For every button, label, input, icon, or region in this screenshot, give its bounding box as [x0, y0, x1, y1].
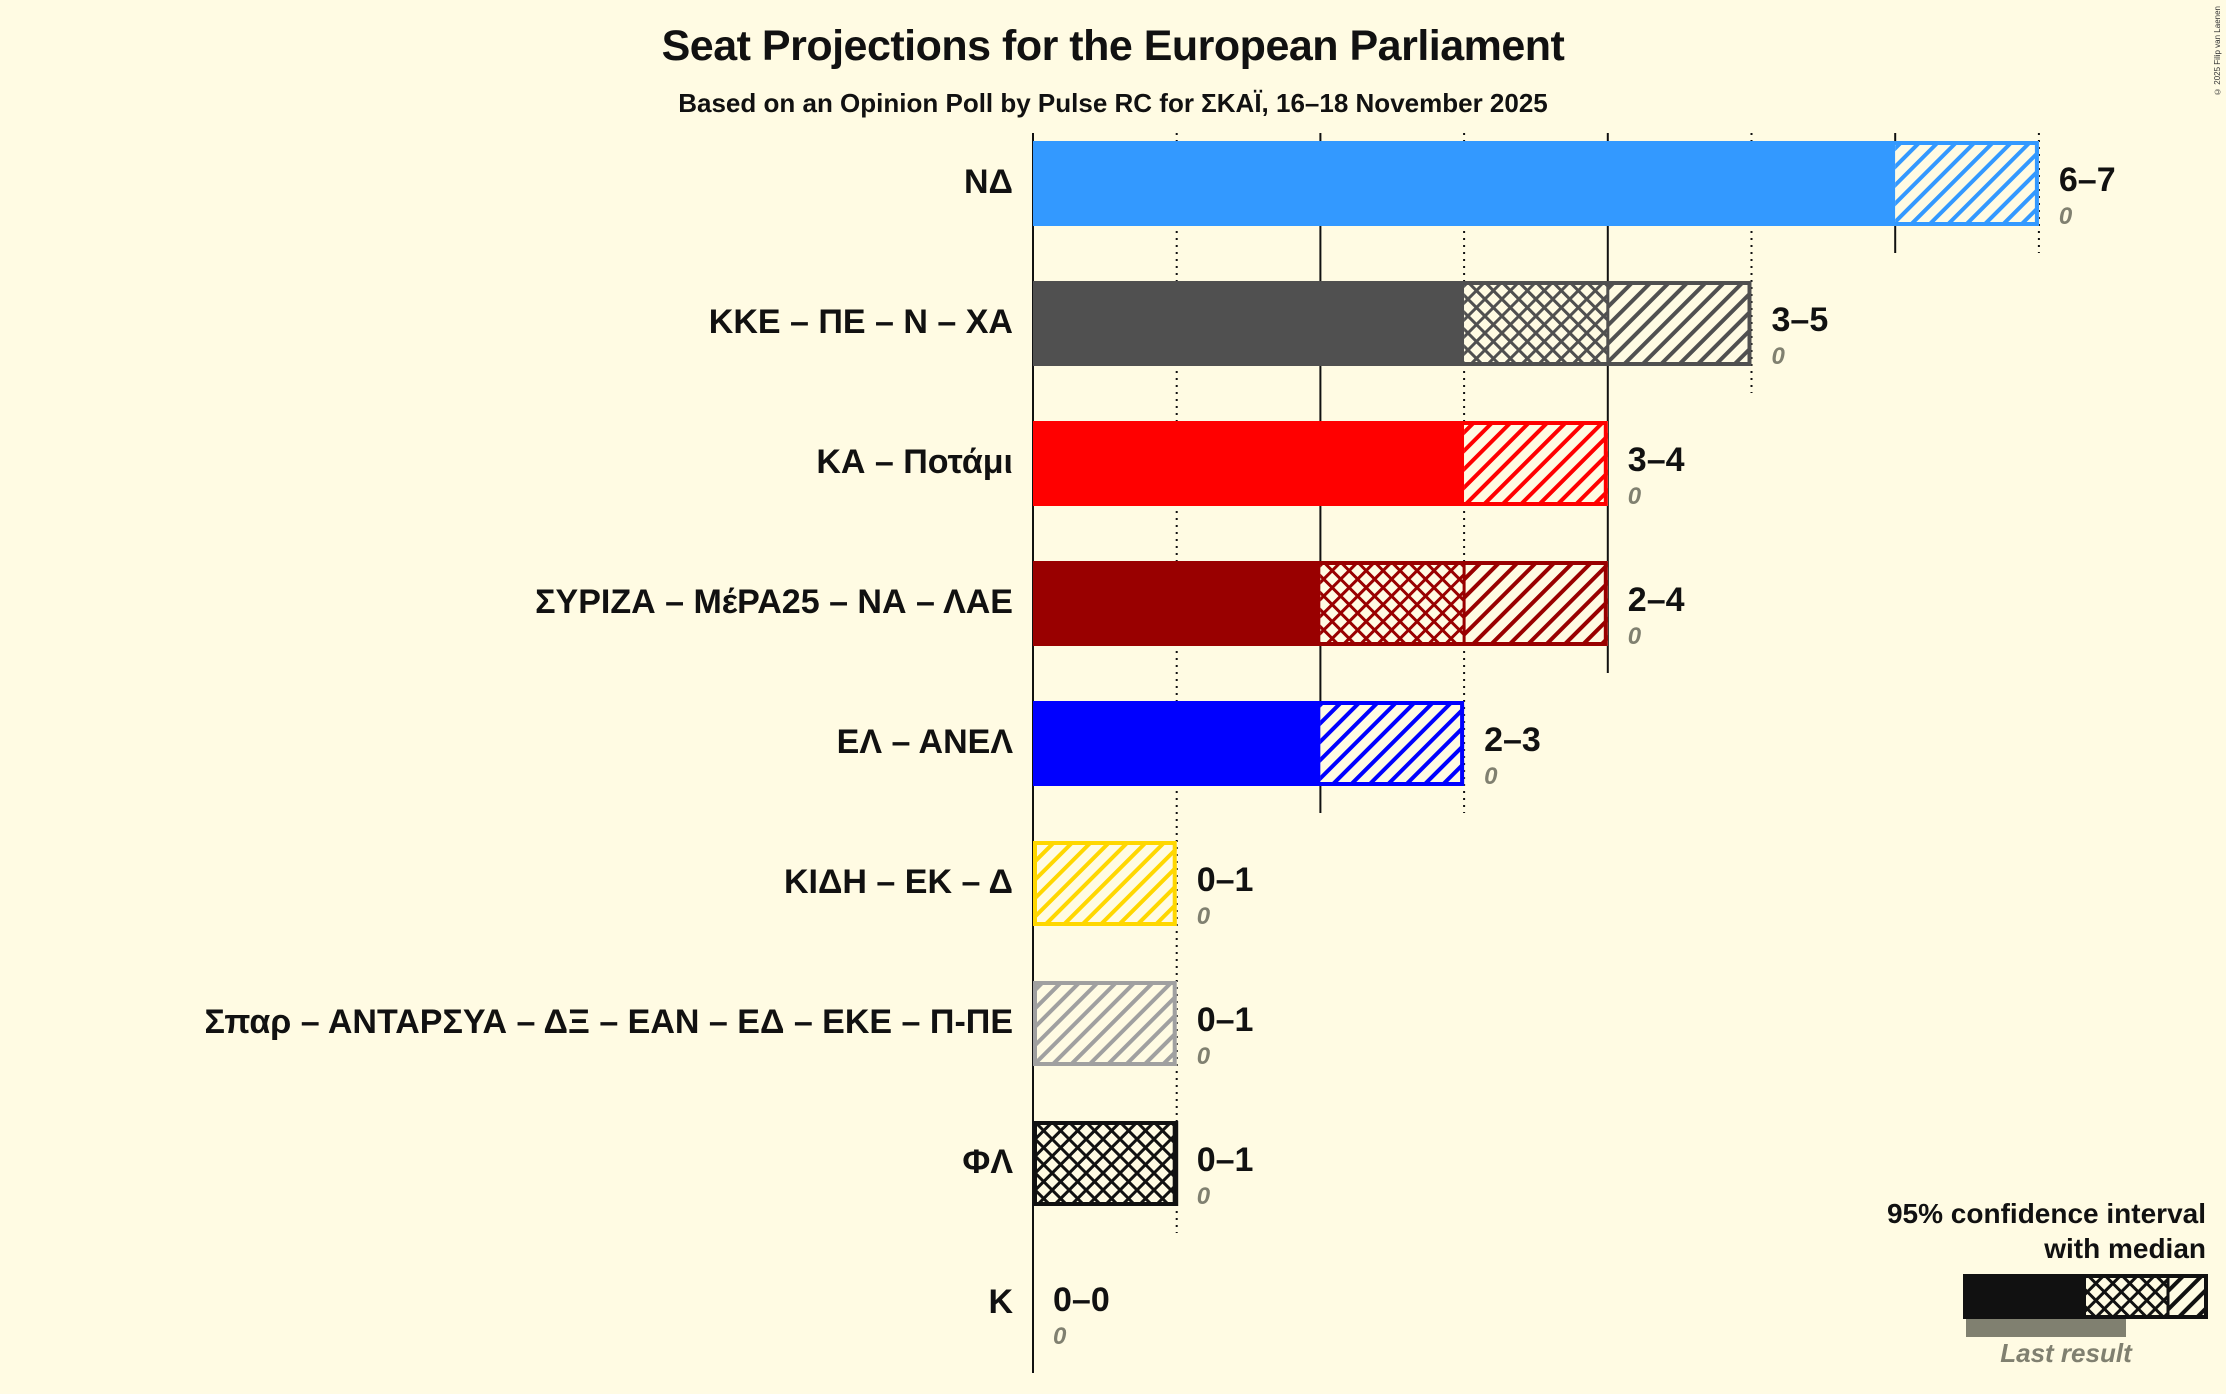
seat-range-label: 3–5: [1771, 301, 1829, 339]
last-result-label: 0: [1627, 483, 1642, 510]
last-result-label: 0: [1484, 763, 1498, 790]
chart-subtitle: Based on an Opinion Poll by Pulse RC for…: [678, 88, 1548, 118]
bar-solid: [1033, 701, 1321, 786]
seat-range-label: 0–1: [1196, 1001, 1254, 1039]
bar-hatch: [1033, 841, 1177, 926]
bar-solid: [1033, 421, 1465, 506]
bar-hatch: [1464, 561, 1608, 646]
legend-last-result-bar: [1966, 1319, 2126, 1337]
bar-outline: [1033, 561, 1608, 646]
bar-group: [1033, 141, 2039, 226]
bar-outline: [1033, 421, 1608, 506]
legend-swatch: [1963, 1274, 2208, 1337]
party-label: ΚΙΔΗ – ΕΚ – Δ: [783, 862, 1013, 901]
party-label: ΚΑ – Ποτάμι: [816, 442, 1013, 481]
bar-group: [1033, 281, 1752, 366]
chart-title: Seat Projections for the European Parlia…: [661, 22, 1565, 70]
bar-group: [1033, 561, 1608, 646]
party-label: ΚΚΕ – ΠΕ – Ν – ΧΑ: [708, 302, 1013, 341]
bar-outline: [1033, 841, 1177, 926]
bar-group: [1033, 701, 1465, 786]
party-label: Σπαρ – ΑΝΤΑΡΣΥΑ – ΔΞ – ΕΑΝ – ΕΔ – ΕΚΕ – …: [204, 1002, 1014, 1041]
seat-range-label: 3–4: [1627, 441, 1685, 479]
seat-range-label: 0–1: [1196, 1141, 1254, 1179]
bar-outline: [1033, 281, 1752, 366]
seat-range-label: 6–7: [2058, 161, 2116, 199]
bar-hatch: [1320, 701, 1465, 786]
bar-hatch: [1607, 281, 1752, 366]
bar-crosshatch: [1033, 1121, 1177, 1206]
last-result-label: 0: [1196, 903, 1211, 930]
party-label: Κ: [988, 1282, 1013, 1321]
seat-range-label: 2–4: [1627, 581, 1685, 619]
seat-range-label: 0–1: [1196, 861, 1254, 899]
last-result-label: 0: [1196, 1183, 1211, 1210]
seat-range-label: 2–3: [1484, 721, 1541, 759]
legend-title: 95% confidence interval with median: [1887, 1196, 2206, 1266]
bar-hatch: [1033, 981, 1177, 1066]
bar-outline: [1033, 981, 1177, 1066]
last-result-label: 0: [1627, 623, 1642, 650]
bar-outline: [1033, 141, 2039, 226]
legend-title-line1: 95% confidence interval: [1886, 1198, 2206, 1229]
bar-hatch: [1895, 141, 2039, 226]
bar-group: [1033, 841, 1177, 926]
bar-group: [1033, 981, 1177, 1066]
party-label: ΝΔ: [964, 162, 1013, 201]
seat-range-label: 0–0: [1053, 1281, 1110, 1319]
party-label: ΣΥΡΙΖΑ – ΜέΡΑ25 – ΝΑ – ΛΑΕ: [535, 582, 1013, 621]
last-result-label: 0: [1053, 1323, 1067, 1350]
party-label: ΦΛ: [962, 1142, 1013, 1181]
bar-outline: [1033, 1121, 1177, 1206]
bar-group: [1033, 421, 1608, 506]
bar-hatch: [1464, 421, 1608, 506]
bar-crosshatch: [1464, 281, 1608, 366]
last-result-label: 0: [2058, 203, 2073, 230]
bar-solid: [1033, 141, 1896, 226]
last-result-label: 0: [1196, 1043, 1211, 1070]
bar-group: [1033, 1121, 1179, 1206]
party-label: ΕΛ – ΑΝΕΛ: [836, 722, 1013, 761]
legend-last-result-label: Last result: [2000, 1338, 2132, 1368]
bar-solid: [1033, 281, 1465, 366]
bar-crosshatch: [1320, 561, 1465, 646]
bar-outline: [1033, 701, 1465, 786]
bar-solid: [1033, 561, 1321, 646]
last-result-label: 0: [1771, 343, 1785, 370]
legend-title-line2: with median: [2044, 1233, 2206, 1264]
